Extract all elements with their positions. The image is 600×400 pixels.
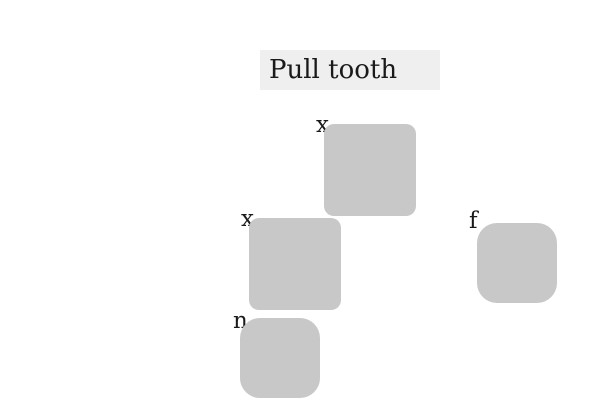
tile-label: f bbox=[469, 208, 478, 234]
task-title: Pull tooth bbox=[260, 50, 440, 90]
tooth-tile-x-upper[interactable] bbox=[324, 124, 416, 216]
tooth-tile-f[interactable] bbox=[477, 223, 557, 303]
tooth-tile-n[interactable] bbox=[240, 318, 320, 398]
tooth-tile-x-lower[interactable] bbox=[249, 218, 341, 310]
